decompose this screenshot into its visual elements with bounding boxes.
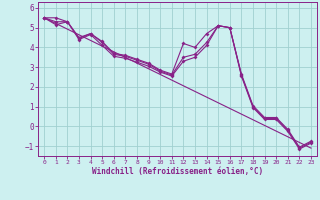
X-axis label: Windchill (Refroidissement éolien,°C): Windchill (Refroidissement éolien,°C): [92, 167, 263, 176]
